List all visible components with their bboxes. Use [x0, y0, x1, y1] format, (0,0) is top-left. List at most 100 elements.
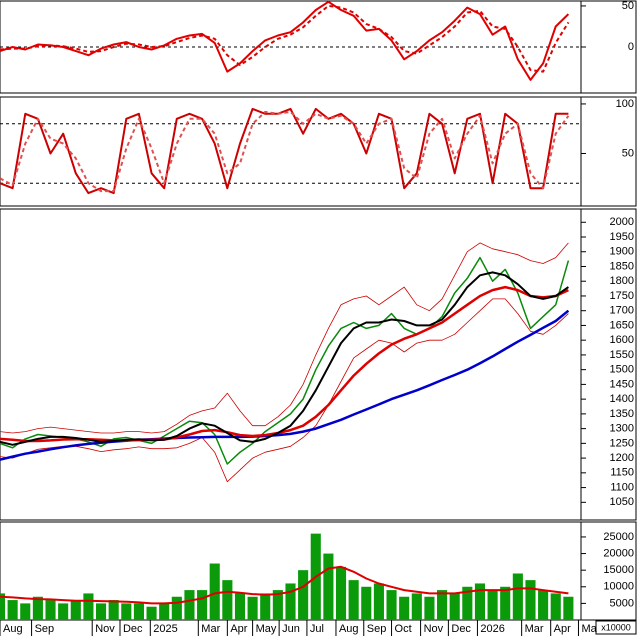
series-line — [0, 271, 569, 446]
volume-bar — [234, 593, 246, 620]
x-tick-label: Apr — [554, 623, 571, 635]
x-tick-label: Sep — [35, 623, 55, 635]
volume-bar — [121, 603, 132, 620]
volume-bar — [386, 590, 397, 620]
y-tick-label: 1050 — [610, 496, 634, 508]
volume-bar — [411, 593, 422, 620]
y-tick-label: 1550 — [610, 349, 634, 361]
volume-bar — [449, 593, 460, 620]
x-tick-label: Oct — [395, 623, 412, 635]
x-tick-label: Nov — [95, 623, 115, 635]
x-tick-label: Dec — [123, 623, 143, 635]
volume-bar — [512, 573, 523, 620]
unit-box — [595, 620, 637, 635]
volume-bar — [197, 590, 208, 620]
panel-frame — [0, 0, 637, 94]
series-line — [0, 285, 569, 443]
volume-bar — [348, 580, 359, 620]
volume-bar — [95, 603, 107, 620]
y-tick-label: 1200 — [610, 452, 634, 464]
volume-bar — [285, 583, 296, 620]
x-tick-label: Ma — [581, 623, 597, 635]
unit-label: x10000 — [601, 622, 631, 632]
volume-bar — [247, 596, 258, 620]
y-tick-label: 25000 — [603, 531, 634, 543]
volume-bar — [437, 590, 448, 620]
y-tick-label: 5000 — [610, 597, 634, 609]
volume-bar — [171, 596, 182, 620]
volume-bar — [563, 596, 574, 620]
x-tick-label: Jun — [282, 623, 300, 635]
volume-bar — [373, 583, 384, 620]
y-tick-label: 1950 — [610, 231, 634, 243]
y-tick-label: 1350 — [610, 408, 634, 420]
volume-bar — [323, 553, 334, 620]
panel-frame — [0, 208, 637, 521]
volume-bar — [260, 593, 271, 620]
volume-bar — [184, 590, 195, 620]
series-line — [0, 4, 570, 73]
volume-bar — [20, 603, 31, 620]
series-line — [0, 242, 569, 434]
volume-bar — [474, 583, 486, 620]
series-line — [0, 298, 569, 483]
x-tick-label: 2025 — [153, 623, 177, 635]
volume-bar — [58, 603, 69, 620]
y-tick-label: 50 — [622, 0, 634, 12]
x-tick-label: Sep — [367, 623, 387, 635]
series-line — [0, 107, 569, 195]
x-tick-label: Mar — [525, 623, 544, 635]
volume-bar — [525, 580, 536, 620]
volume-bar — [0, 593, 6, 620]
x-tick-label: Aug — [3, 623, 23, 635]
x-tick-label: 2026 — [480, 623, 504, 635]
volume-bar — [538, 590, 549, 620]
x-tick-label: Aug — [339, 623, 359, 635]
volume-bar — [222, 580, 233, 620]
series-line — [0, 565, 569, 605]
y-tick-label: 1300 — [610, 423, 634, 435]
panel-frame — [0, 96, 637, 207]
y-tick-label: 1150 — [610, 467, 634, 479]
y-tick-label: 1250 — [610, 437, 634, 449]
y-tick-label: 1100 — [610, 481, 634, 493]
volume-bar — [298, 570, 309, 620]
y-tick-label: 15000 — [603, 564, 634, 576]
volume-bar — [146, 606, 157, 620]
y-tick-label: 1700 — [610, 305, 634, 317]
volume-bar — [133, 603, 144, 620]
volume-bar — [361, 586, 372, 620]
y-tick-label: 1850 — [610, 260, 634, 272]
volume-bar — [108, 600, 119, 620]
x-tick-label: Mar — [201, 623, 220, 635]
x-tick-label: Nov — [424, 623, 444, 635]
y-tick-label: 1750 — [610, 290, 634, 302]
volume-bar — [550, 593, 561, 620]
volume-bar — [209, 563, 220, 620]
volume-bar — [335, 566, 347, 620]
x-tick-label: May — [256, 623, 277, 635]
volume-bar — [500, 586, 511, 620]
y-tick-label: 1500 — [610, 364, 634, 376]
x-tick-label: Apr — [230, 623, 247, 635]
y-tick-label: 1450 — [610, 378, 634, 390]
series-line — [0, 309, 570, 461]
volume-bar — [399, 596, 410, 620]
volume-bar — [70, 600, 81, 620]
volume-bar — [32, 596, 43, 620]
y-tick-label: 100 — [616, 98, 634, 110]
series-line — [0, 0, 570, 81]
volume-bar — [424, 596, 435, 620]
y-tick-label: 10000 — [603, 581, 634, 593]
series-line — [0, 110, 570, 193]
y-tick-label: 1600 — [610, 334, 634, 346]
volume-bar — [272, 590, 283, 620]
volume-bar — [83, 593, 94, 620]
y-tick-label: 0 — [628, 41, 634, 53]
x-tick-label: Jul — [310, 623, 324, 635]
volume-bar — [487, 590, 498, 620]
y-tick-label: 20000 — [603, 547, 634, 559]
volume-bar — [462, 586, 473, 620]
